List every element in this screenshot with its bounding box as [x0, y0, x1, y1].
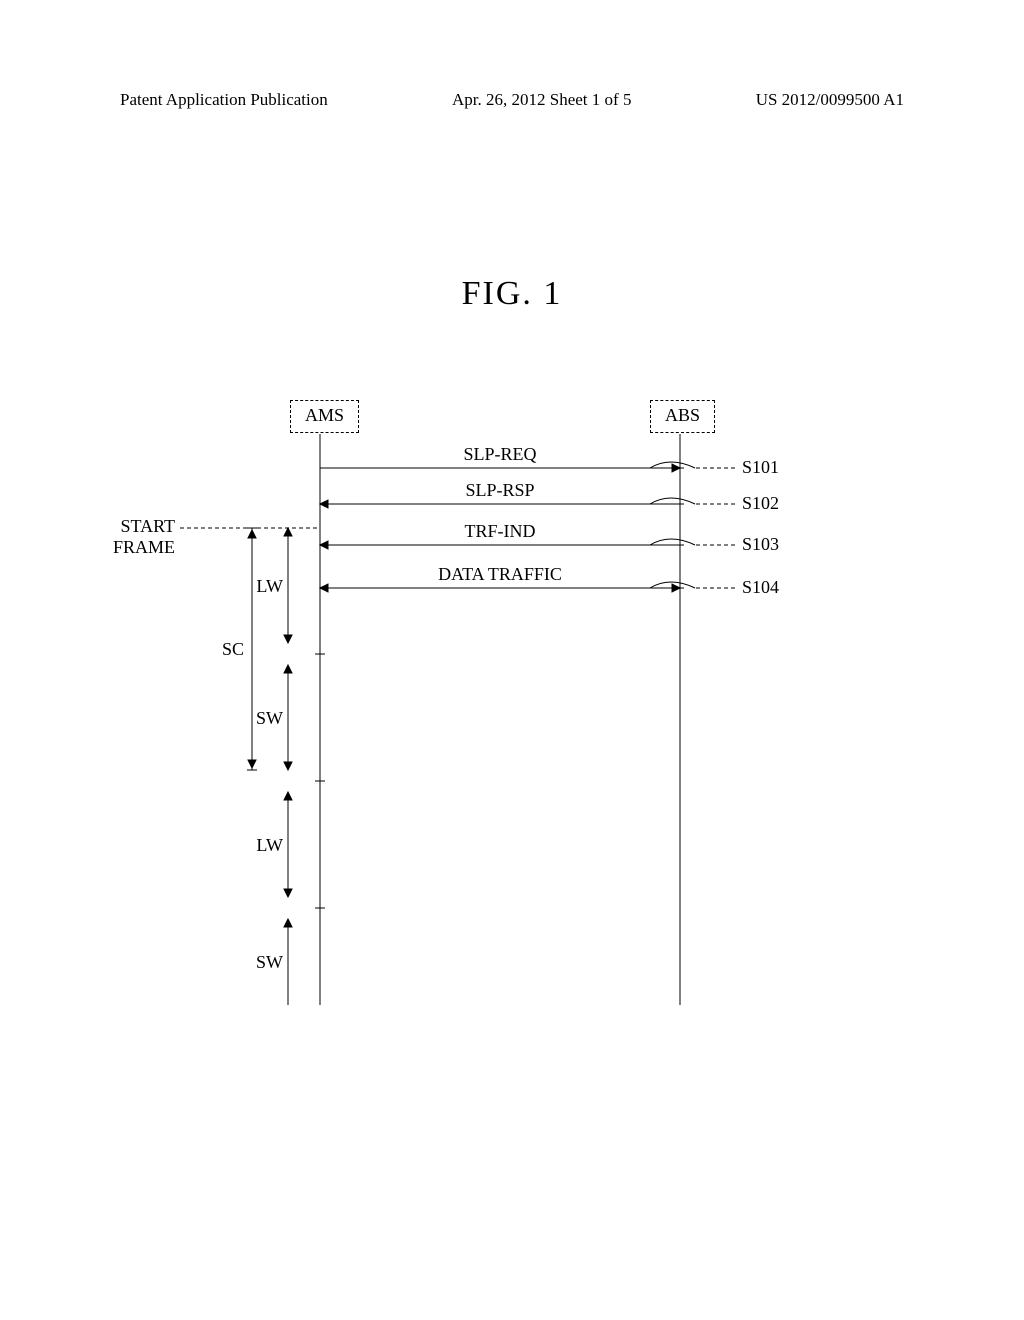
step-label: S101	[742, 457, 779, 478]
lw-label-2: LW	[243, 835, 283, 856]
step-label: S104	[742, 577, 779, 598]
sc-label: SC	[204, 639, 244, 660]
message-label: DATA TRAFFIC	[340, 564, 660, 585]
page: Patent Application Publication Apr. 26, …	[0, 0, 1024, 1320]
step-label: S103	[742, 534, 779, 555]
message-label: SLP-RSP	[340, 480, 660, 501]
message-label: TRF-IND	[340, 521, 660, 542]
start-frame-label: START FRAME	[60, 516, 175, 558]
lw-label-1: LW	[243, 576, 283, 597]
sw-label-1: SW	[243, 708, 283, 729]
sw-label-2: SW	[243, 952, 283, 973]
message-label: SLP-REQ	[340, 444, 660, 465]
diagram-svg	[0, 0, 1024, 1320]
step-label: S102	[742, 493, 779, 514]
